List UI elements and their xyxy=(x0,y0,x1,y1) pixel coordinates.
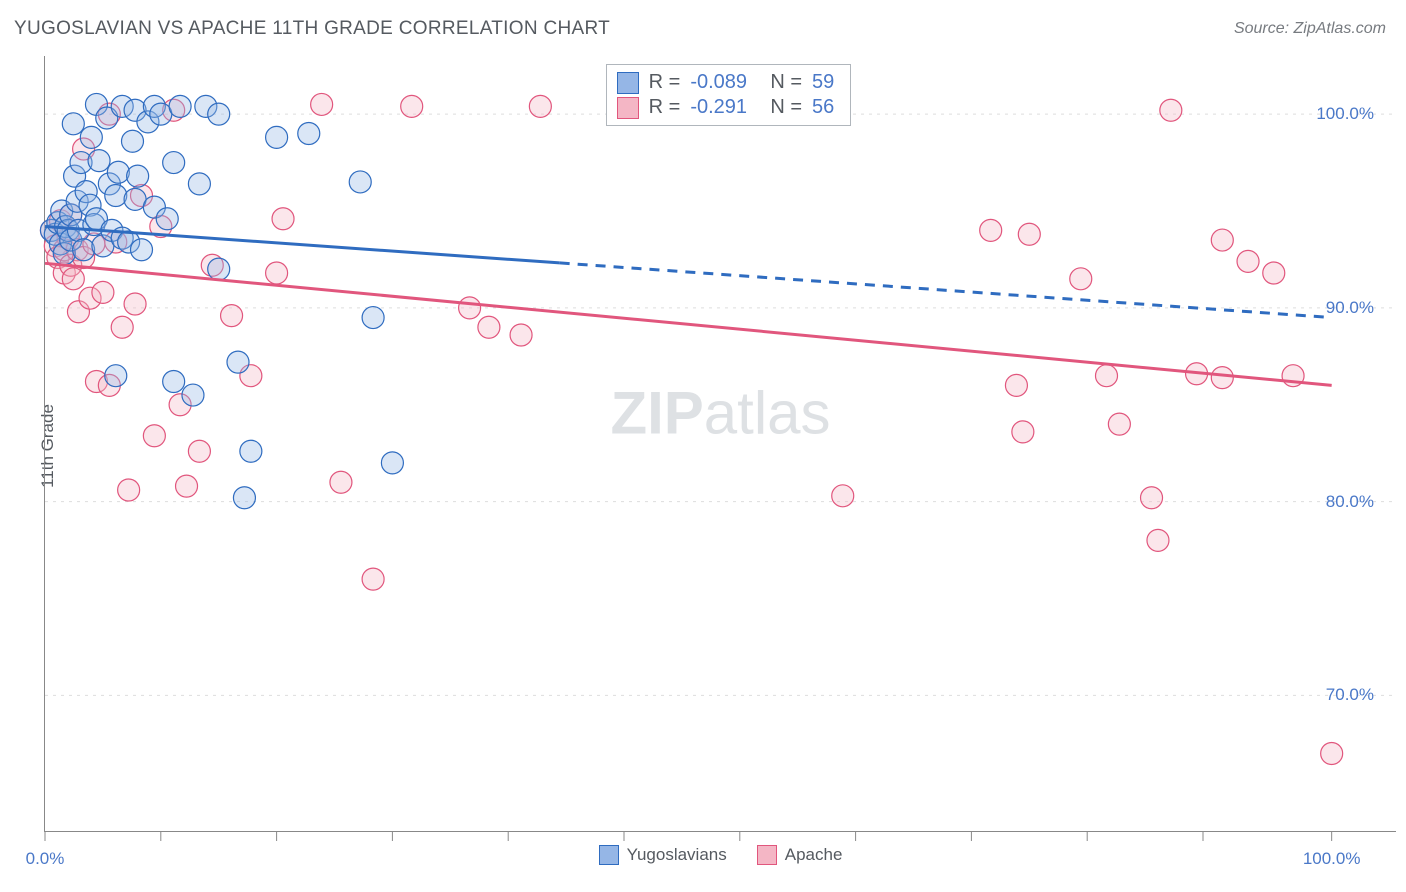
stat-n-label: N = xyxy=(770,71,802,94)
stat-r-value: -0.291 xyxy=(690,96,760,119)
stat-r-label: R = xyxy=(649,96,681,119)
stats-row: R = -0.291 N = 56 xyxy=(617,96,835,119)
legend-item-b: Apache xyxy=(757,845,843,865)
stat-r-label: R = xyxy=(649,71,681,94)
y-tick-label: 70.0% xyxy=(1326,685,1374,705)
source-label: Source: ZipAtlas.com xyxy=(1234,20,1386,38)
legend-swatch xyxy=(617,72,639,94)
legend-swatch xyxy=(599,845,619,865)
legend-swatch xyxy=(757,845,777,865)
y-tick-label: 80.0% xyxy=(1326,492,1374,512)
stats-row: R = -0.089 N = 59 xyxy=(617,71,835,94)
legend-label: Yugoslavians xyxy=(627,845,727,865)
legend-swatch xyxy=(617,97,639,119)
stat-r-value: -0.089 xyxy=(690,71,760,94)
y-tick-label: 90.0% xyxy=(1326,298,1374,318)
stat-n-value: 56 xyxy=(812,96,834,119)
legend-item-a: Yugoslavians xyxy=(599,845,727,865)
y-tick-label: 100.0% xyxy=(1316,104,1374,124)
legend-label: Apache xyxy=(785,845,843,865)
stat-n-label: N = xyxy=(770,96,802,119)
x-legend: Yugoslavians Apache xyxy=(45,845,1396,865)
chart-title: YUGOSLAVIAN VS APACHE 11TH GRADE CORRELA… xyxy=(14,18,610,40)
plot-area: ZIPatlas 70.0%80.0%90.0%100.0%0.0%100.0%… xyxy=(44,56,1396,832)
chart-svg xyxy=(45,56,1396,831)
stat-n-value: 59 xyxy=(812,71,834,94)
stats-box: R = -0.089 N = 59 R = -0.291 N = 56 xyxy=(606,64,852,126)
chart-container: YUGOSLAVIAN VS APACHE 11TH GRADE CORRELA… xyxy=(0,0,1406,892)
